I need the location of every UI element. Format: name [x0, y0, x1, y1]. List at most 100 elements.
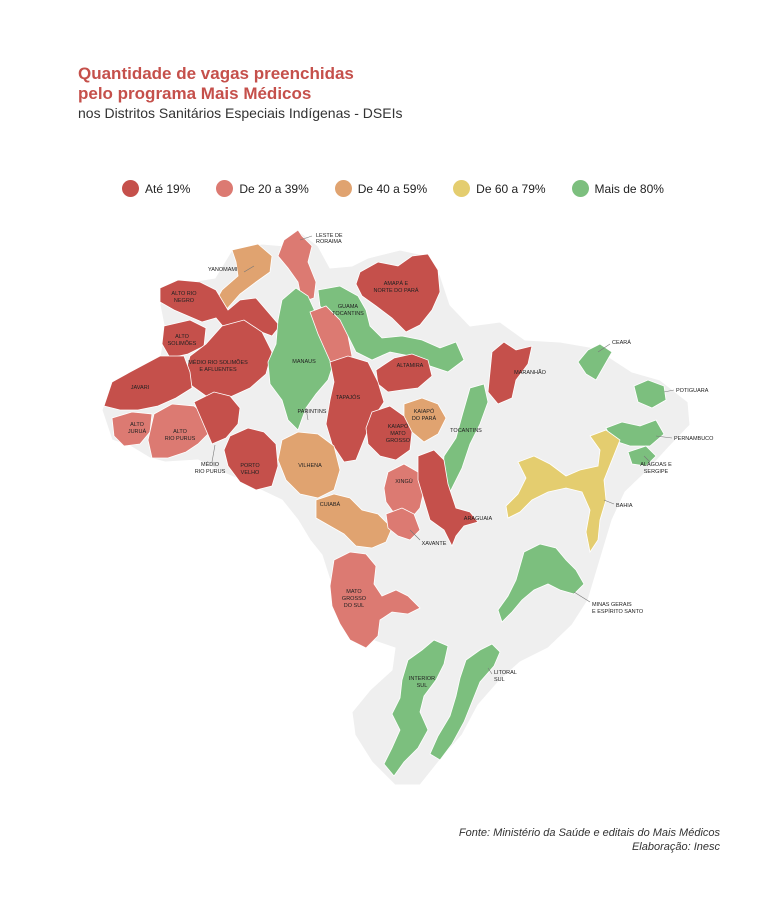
label-alto-solimoes-1: ALTO: [175, 334, 190, 340]
label-guama-1: GUAMA: [338, 304, 359, 310]
label-xingu: XINGÚ: [395, 478, 412, 485]
label-litoral-sul-2: SUL: [494, 677, 505, 683]
label-alto-rio-purus-2: RIO PURUS: [165, 436, 196, 442]
label-bahia: BAHIA: [616, 503, 633, 509]
label-ms-1: MATO: [346, 589, 362, 595]
label-cuiaba: CUIABÁ: [320, 501, 341, 508]
district-cuiaba: [315, 493, 393, 549]
district-litoral-sul: [429, 643, 501, 761]
label-medio-rio-purus-2: RIO PURUS: [195, 469, 226, 475]
district-javari: [103, 355, 193, 411]
label-kaiapo-para-2: DO PARÁ: [412, 415, 437, 422]
legend-label-0: Até 19%: [145, 181, 191, 196]
legend-swatch-1: [216, 180, 234, 197]
legend-label-3: De 60 a 79%: [476, 181, 546, 196]
label-javari: JAVARI: [131, 385, 150, 391]
legend-label-1: De 20 a 39%: [239, 181, 309, 196]
label-medio-solimoes-1: MÉDIO RIO SOLIMÕES: [188, 359, 248, 366]
label-maranhao: MARANHÃO: [514, 369, 547, 376]
label-alto-rio-negro-1: ALTO RIO: [171, 291, 197, 297]
district-kaiapo-mato-grosso: [365, 405, 413, 461]
district-alto-jurua: [111, 411, 153, 447]
district-bahia: [505, 429, 621, 554]
label-yanomami: YANOMAMI: [208, 267, 238, 273]
map-title: Quantidade de vagas preenchidas pelo pro…: [78, 64, 478, 104]
label-leste-de-roraima-2: RORAIMA: [316, 239, 342, 245]
district-guama-tocantins: [317, 285, 465, 373]
label-interior-sul-2: SUL: [417, 683, 428, 689]
label-porto-velho-1: PORTO: [240, 463, 260, 469]
label-alto-rio-negro-2: NEGRO: [174, 298, 195, 304]
label-potiguara: POTIGUARA: [676, 388, 709, 394]
district-maranhao: [487, 341, 533, 405]
label-medio-solimoes-2: E AFLUENTES: [199, 367, 237, 373]
label-interior-sul-1: INTERIOR: [409, 676, 435, 682]
legend: Até 19% De 20 a 39% De 40 a 59% De 60 a …: [122, 180, 690, 197]
legend-item-0: Até 19%: [122, 180, 190, 197]
district-ceara: [577, 343, 613, 381]
legend-item-2: De 40 a 59%: [334, 180, 428, 197]
label-kaiapo-mt-3: GROSSO: [386, 438, 411, 444]
leader-lines: [211, 235, 675, 675]
title-line-2: pelo programa Mais Médicos: [78, 84, 312, 103]
label-parintins: PARINTINS: [298, 409, 327, 415]
legend-swatch-3: [453, 180, 471, 197]
label-tocantins: TOCANTINS: [450, 428, 482, 434]
district-labels: LESTE DE RORAIMA YANOMAMI AMAPÁ E NORTE …: [128, 233, 714, 689]
label-guama-2: TOCANTINS: [332, 311, 364, 317]
source-note: Fonte: Ministério da Saúde e editais do …: [459, 826, 720, 854]
label-medio-rio-purus-1: MÉDIO: [201, 461, 220, 468]
district-medio-rio-purus: [193, 391, 241, 445]
district-minas-gerais-e-espirito-santo: [497, 543, 585, 623]
legend-item-1: De 20 a 39%: [216, 180, 309, 197]
label-vilhena: VILHENA: [298, 463, 322, 469]
label-pernambuco: PERNAMBUCO: [674, 436, 714, 442]
label-xavante: XAVANTE: [422, 541, 447, 547]
district-interior-sul: [383, 639, 449, 777]
label-kaiapo-mt-2: MATO: [390, 431, 406, 437]
source-text: Fonte: Ministério da Saúde e editais do …: [458, 827, 720, 839]
legend-swatch-2: [334, 180, 352, 197]
label-ms-3: DO SUL: [344, 603, 364, 609]
district-amapa-e-norte-do-para: [355, 253, 441, 333]
label-manaus: MANAUS: [292, 359, 316, 365]
label-mg-es-1: MINAS GERAIS: [592, 602, 632, 608]
legend-swatch-4: [571, 180, 589, 197]
district-alto-rio-negro: [159, 279, 281, 337]
label-porto-velho-2: VELHO: [241, 470, 260, 476]
district-porto-velho: [223, 427, 279, 491]
label-ceara: CEARÁ: [612, 339, 631, 346]
district-mato-grosso-do-sul: [329, 551, 421, 649]
district-tocantins: [441, 383, 489, 493]
label-araguaia: ARAGUAIA: [464, 516, 493, 522]
label-amapa-2: NORTE DO PARÁ: [373, 287, 418, 294]
label-ms-2: GROSSO: [342, 596, 367, 602]
district-potiguara: [633, 379, 667, 409]
label-alto-jurua-2: JURUÁ: [128, 428, 147, 435]
label-kaiapo-mt-1: KAIAPÓ: [388, 423, 409, 430]
district-leste-de-roraima: [277, 229, 317, 303]
legend-item-3: De 60 a 79%: [453, 180, 546, 197]
legend-label-2: De 40 a 59%: [357, 181, 428, 196]
district-alto-solimoes: [161, 319, 207, 359]
district-altamira: [375, 353, 433, 393]
label-alagoas-2: SERGIPE: [644, 469, 669, 475]
label-alto-rio-purus-1: ALTO: [173, 429, 188, 435]
label-kaiapo-para-1: KAIAPÓ: [414, 408, 435, 415]
map-subtitle: nos Distritos Sanitários Especiais Indíg…: [78, 105, 403, 121]
district-tapajos: [325, 355, 385, 463]
legend-swatch-0: [122, 180, 139, 197]
label-leste-de-roraima-1: LESTE DE: [316, 233, 343, 239]
district-alto-rio-purus: [147, 403, 211, 459]
label-alto-solimoes-2: SOLIMÕES: [168, 340, 197, 347]
legend-label-4: Mais de 80%: [594, 181, 664, 196]
label-tapajos: TAPAJÓS: [336, 394, 361, 401]
label-litoral-sul-1: LITORAL: [494, 670, 517, 676]
district-vilhena: [277, 431, 341, 499]
label-alto-jurua-1: ALTO: [130, 422, 145, 428]
label-amapa-1: AMAPÁ E: [384, 280, 409, 287]
title-line-1: Quantidade de vagas preenchidas: [78, 64, 354, 83]
label-alagoas-1: ALAGOAS E: [640, 462, 672, 468]
credit-text: Elaboração: Inesc: [631, 841, 720, 853]
